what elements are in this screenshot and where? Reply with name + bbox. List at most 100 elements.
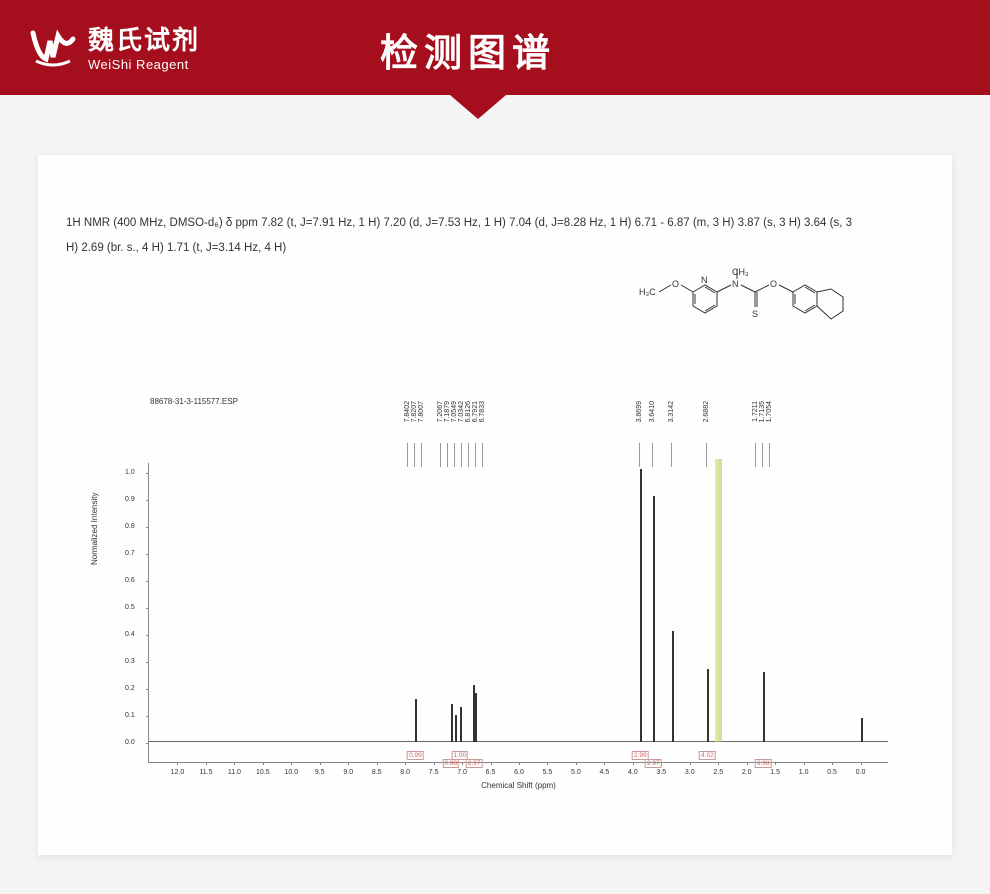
x-tick: 4.5: [600, 769, 610, 776]
y-tick: 0.8: [125, 523, 135, 530]
peak-labels-area: 7.84027.82077.80077.20677.18797.05497.03…: [98, 393, 918, 463]
svg-text:N: N: [732, 279, 739, 289]
x-tick: 10.5: [256, 769, 270, 776]
svg-text:S: S: [752, 309, 758, 319]
peak-ppm-label: 2.6882: [703, 401, 710, 422]
svg-text:H₃C: H₃C: [639, 287, 656, 297]
x-tick: 0.0: [856, 769, 866, 776]
x-tick-line: [377, 762, 378, 765]
y-tick-line: [146, 716, 149, 717]
x-tick-line: [604, 762, 605, 765]
y-tick: 0.7: [125, 550, 135, 557]
nmr-peak: [455, 715, 457, 742]
x-tick-line: [320, 762, 321, 765]
nmr-peak: [861, 718, 863, 742]
x-tick-line: [718, 762, 719, 765]
x-tick: 11.0: [228, 769, 241, 776]
x-tick: 11.5: [199, 769, 212, 776]
x-tick-line: [775, 762, 776, 765]
y-tick-line: [146, 662, 149, 663]
logo-en: WeiShi Reagent: [88, 57, 200, 72]
y-tick: 0.3: [125, 658, 135, 665]
x-tick: 9.5: [315, 769, 325, 776]
logo-cn: 魏氏试剂: [88, 20, 200, 57]
peak-ppm-label: 7.8402: [404, 401, 411, 422]
x-tick-line: [405, 762, 406, 765]
peak-ppm-label: 3.3142: [668, 401, 675, 422]
peak-ppm-label: 7.8207: [411, 401, 418, 422]
y-tick-line: [146, 554, 149, 555]
x-tick: 3.0: [685, 769, 695, 776]
x-axis-label: Chemical Shift (ppm): [481, 781, 556, 790]
x-tick: 5.0: [571, 769, 581, 776]
x-tick: 1.0: [799, 769, 809, 776]
x-tick-line: [547, 762, 548, 765]
x-tick-line: [348, 762, 349, 765]
peak-ppm-label: 7.1879: [444, 401, 451, 422]
y-tick-line: [146, 635, 149, 636]
x-tick-line: [434, 762, 435, 765]
x-tick-line: [690, 762, 691, 765]
nmr-description-line1: 1H NMR (400 MHz, DMSO-d₆) δ ppm 7.82 (t,…: [66, 215, 924, 232]
y-tick-line: [146, 581, 149, 582]
y-tick-line: [146, 608, 149, 609]
solvent-peak: [715, 459, 722, 743]
peak-ppm-label: 7.2067: [437, 401, 444, 422]
x-tick-line: [861, 762, 862, 765]
x-tick-line: [491, 762, 492, 765]
baseline: [149, 741, 888, 742]
page-title: 检测图谱: [380, 22, 556, 77]
x-tick-line: [291, 762, 292, 765]
x-tick: 9.0: [343, 769, 353, 776]
peak-ppm-label: 7.0342: [458, 401, 465, 422]
x-tick-line: [462, 762, 463, 765]
y-tick-line: [146, 473, 149, 474]
nmr-peak: [640, 469, 642, 742]
x-tick: 6.5: [486, 769, 496, 776]
x-tick: 4.0: [628, 769, 638, 776]
peak-ppm-label: 3.8699: [636, 401, 643, 422]
x-tick-line: [747, 762, 748, 765]
x-tick: 8.5: [372, 769, 382, 776]
x-tick-line: [263, 762, 264, 765]
x-tick: 1.5: [770, 769, 780, 776]
nmr-peak: [763, 672, 765, 742]
nmr-spectrum: 88678-31-3-115577.ESP 7.84027.82077.8007…: [98, 385, 918, 825]
x-tick: 0.5: [827, 769, 837, 776]
x-tick-line: [804, 762, 805, 765]
nmr-peak: [672, 631, 674, 742]
spectrum-plot: Chemical Shift (ppm) 0.00.10.20.30.40.50…: [148, 463, 888, 763]
nmr-peak: [653, 496, 655, 742]
x-tick: 10.0: [284, 769, 298, 776]
logo-text: 魏氏试剂 WeiShi Reagent: [88, 20, 200, 72]
x-tick: 3.5: [656, 769, 666, 776]
peak-ppm-label: 7.0549: [451, 401, 458, 422]
y-tick: 0.0: [125, 739, 135, 746]
header-pointer: [450, 95, 506, 119]
peak-ppm-label: 6.7833: [479, 401, 486, 422]
integral-value: 0.98: [442, 759, 459, 768]
x-tick-line: [177, 762, 178, 765]
logo-area: 魏氏试剂 WeiShi Reagent: [28, 20, 200, 72]
integral-value: 2.97: [466, 759, 483, 768]
y-tick: 1.0: [125, 469, 135, 476]
x-tick: 12.0: [171, 769, 185, 776]
y-tick: 0.5: [125, 604, 135, 611]
x-tick-line: [234, 762, 235, 765]
y-tick: 0.4: [125, 631, 135, 638]
nmr-peak: [415, 699, 417, 742]
y-tick: 0.1: [125, 712, 135, 719]
nmr-description-line2: H) 2.69 (br. s., 4 H) 1.71 (t, J=3.14 Hz…: [66, 240, 924, 257]
integral-value: 3.98: [755, 759, 772, 768]
y-tick-line: [146, 500, 149, 501]
chemical-structure: H₃C O N N CH₃ S O: [637, 267, 867, 377]
x-tick-line: [519, 762, 520, 765]
y-tick-line: [146, 689, 149, 690]
x-tick-line: [576, 762, 577, 765]
y-tick: 0.6: [125, 577, 135, 584]
svg-text:O: O: [672, 279, 679, 289]
header-bar: 魏氏试剂 WeiShi Reagent 检测图谱: [0, 0, 990, 95]
x-tick-line: [832, 762, 833, 765]
x-tick: 2.0: [742, 769, 752, 776]
peak-ppm-label: 3.6410: [649, 401, 656, 422]
